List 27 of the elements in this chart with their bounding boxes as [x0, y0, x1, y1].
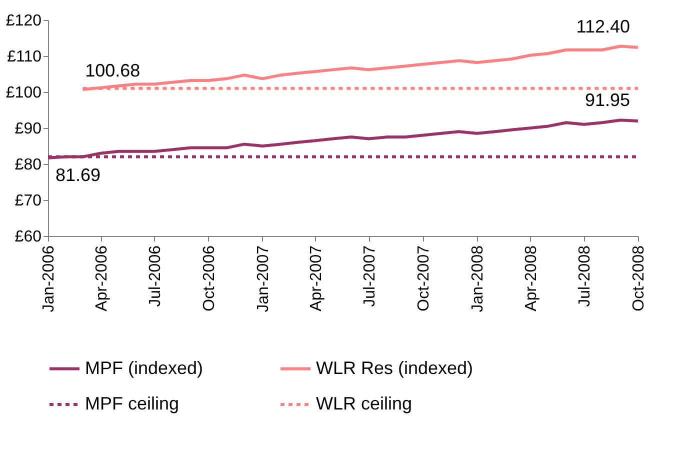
legend-label: WLR Res (indexed)	[316, 358, 474, 378]
x-tick-label: Oct-2008	[630, 245, 648, 312]
x-tick-label: Jul-2006	[146, 245, 164, 307]
y-tick-label: £100	[6, 84, 42, 102]
x-tick-label: Jul-2007	[361, 245, 378, 307]
legend-label: MPF (indexed)	[85, 358, 204, 378]
y-tick-label: £90	[14, 120, 42, 138]
x-tick-label: Jan-2006	[40, 245, 58, 312]
x-tick-label: Apr-2006	[93, 245, 110, 312]
x-tick-label: Apr-2007	[308, 245, 325, 312]
y-tick-label: £120	[6, 12, 42, 30]
x-tick-label: Jul-2008	[576, 245, 594, 307]
y-tick-label: £110	[7, 48, 42, 66]
annotation: 91.95	[584, 90, 630, 110]
annotation: 100.68	[85, 60, 140, 81]
x-tick-label: Jan-2007	[254, 245, 272, 312]
legend-label: WLR ceiling	[316, 394, 412, 414]
y-tick-label: £70	[14, 192, 42, 210]
x-tick-label: Apr-2008	[522, 245, 540, 312]
annotation: 112.40	[576, 16, 630, 36]
legend-label: MPF ceiling	[85, 394, 180, 414]
x-tick-label: Oct-2007	[415, 245, 432, 312]
y-tick-label: £80	[14, 156, 42, 174]
x-tick-label: Jan-2008	[469, 245, 486, 312]
annotation: 81.69	[55, 164, 101, 185]
y-tick-label: £60	[14, 228, 42, 246]
x-tick-label: Oct-2006	[200, 245, 218, 312]
